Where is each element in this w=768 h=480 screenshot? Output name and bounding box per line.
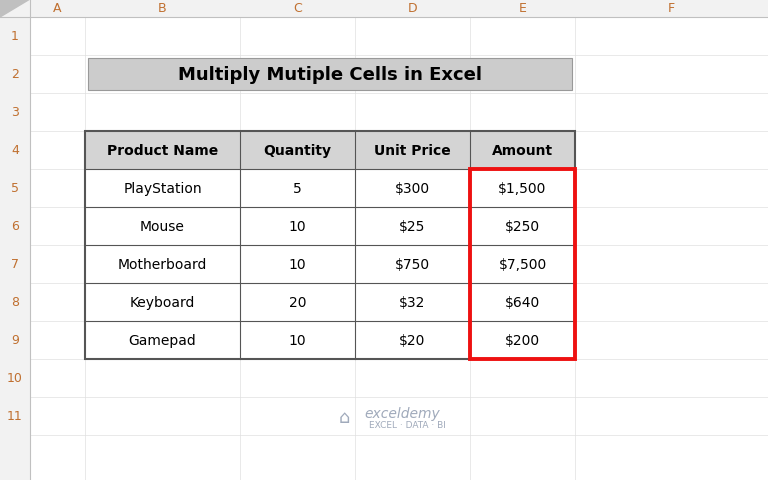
Text: 10: 10	[7, 372, 23, 384]
Text: E: E	[518, 2, 526, 15]
Text: $200: $200	[505, 333, 540, 347]
Text: $20: $20	[399, 333, 425, 347]
Text: 4: 4	[11, 144, 19, 157]
Bar	[85, 132, 575, 359]
Text: 8: 8	[11, 296, 19, 309]
Text: $750: $750	[395, 257, 430, 271]
Text: C: C	[293, 2, 302, 15]
Text: 10: 10	[289, 333, 306, 347]
Text: 10: 10	[289, 257, 306, 271]
Text: 11: 11	[7, 409, 23, 422]
Text: $300: $300	[395, 181, 430, 195]
Text: 10: 10	[289, 219, 306, 233]
Text: $7,500: $7,500	[498, 257, 547, 271]
Bar	[85, 132, 575, 359]
Text: Mouse: Mouse	[140, 219, 185, 233]
Bar	[470, 169, 575, 359]
Text: ⌂: ⌂	[339, 408, 349, 426]
Polygon shape	[0, 0, 30, 18]
Text: B: B	[158, 2, 167, 15]
Text: Product Name: Product Name	[107, 144, 218, 157]
Text: F: F	[668, 2, 675, 15]
Text: $32: $32	[399, 295, 425, 309]
Text: 5: 5	[11, 182, 19, 195]
Text: Motherboard: Motherboard	[118, 257, 207, 271]
Text: 6: 6	[11, 220, 19, 233]
Text: 3: 3	[11, 106, 19, 119]
Text: Unit Price: Unit Price	[374, 144, 451, 157]
Text: A: A	[53, 2, 61, 15]
Text: 1: 1	[11, 30, 19, 43]
Text: $25: $25	[399, 219, 425, 233]
Text: $640: $640	[505, 295, 540, 309]
Text: 7: 7	[11, 258, 19, 271]
Text: Quantity: Quantity	[263, 144, 332, 157]
Text: $250: $250	[505, 219, 540, 233]
Text: exceldemy: exceldemy	[364, 406, 440, 420]
Text: Keyboard: Keyboard	[130, 295, 195, 309]
Text: 2: 2	[11, 68, 19, 81]
Text: Amount: Amount	[492, 144, 553, 157]
Bar	[88, 59, 572, 91]
Text: 5: 5	[293, 181, 302, 195]
Text: EXCEL · DATA · BI: EXCEL · DATA · BI	[369, 420, 446, 430]
Text: PlayStation: PlayStation	[123, 181, 202, 195]
Bar	[0, 0, 768, 18]
Text: 20: 20	[289, 295, 306, 309]
Bar	[85, 132, 575, 169]
Text: $1,500: $1,500	[498, 181, 547, 195]
Text: 9: 9	[11, 334, 19, 347]
Bar	[0, 0, 30, 480]
Text: Gamepad: Gamepad	[128, 333, 197, 347]
Text: D: D	[408, 2, 417, 15]
Text: Multiply Mutiple Cells in Excel: Multiply Mutiple Cells in Excel	[178, 66, 482, 84]
